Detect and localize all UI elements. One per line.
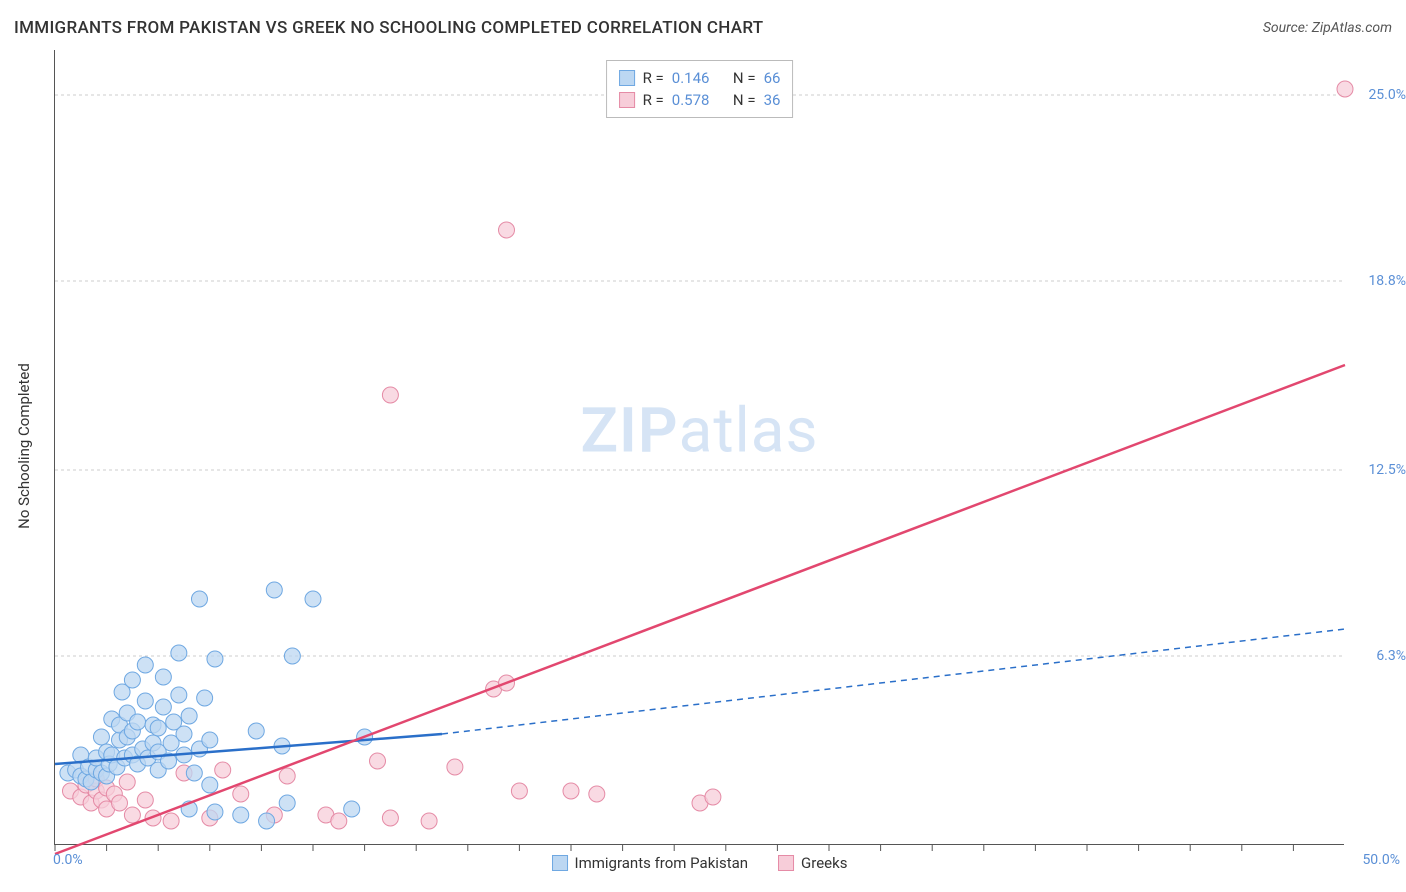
data-point — [171, 645, 187, 661]
data-point — [202, 732, 218, 748]
r-value-pink: 0.578 — [672, 89, 710, 111]
data-point — [382, 810, 398, 826]
swatch-pink — [619, 92, 635, 108]
source-name: ZipAtlas.com — [1312, 20, 1392, 36]
trend-line-blue-dash — [442, 629, 1345, 734]
trend-line-pink — [55, 365, 1345, 854]
n-value-blue: 66 — [764, 67, 781, 89]
data-point — [207, 804, 223, 820]
data-point — [305, 591, 321, 607]
data-point — [233, 807, 249, 823]
x-axis-max-label: 50.0% — [1362, 852, 1400, 868]
data-point — [181, 708, 197, 724]
data-point — [171, 687, 187, 703]
data-point — [130, 714, 146, 730]
data-point — [197, 690, 213, 706]
stats-row-blue: R = 0.146 N = 66 — [619, 67, 781, 89]
data-point — [705, 789, 721, 805]
legend-item-pink: Greeks — [778, 854, 847, 872]
x-axis-min-label: 0.0% — [53, 852, 83, 868]
data-point — [215, 762, 231, 778]
chart-svg — [55, 50, 1344, 844]
data-point — [202, 777, 218, 793]
chart-title: IMMIGRANTS FROM PAKISTAN VS GREEK NO SCH… — [14, 18, 763, 38]
n-prefix: N = — [733, 67, 756, 89]
data-point — [589, 786, 605, 802]
data-point — [1337, 81, 1353, 97]
data-point — [186, 765, 202, 781]
data-point — [207, 651, 223, 667]
data-point — [93, 729, 109, 745]
bottom-legend: Immigrants from Pakistan Greeks — [552, 854, 848, 872]
legend-label-blue: Immigrants from Pakistan — [575, 854, 749, 872]
data-point — [563, 783, 579, 799]
data-point — [266, 582, 282, 598]
data-point — [176, 726, 192, 742]
data-point — [511, 783, 527, 799]
data-point — [233, 786, 249, 802]
data-point — [421, 813, 437, 829]
source-attribution: Source: ZipAtlas.com — [1263, 20, 1392, 36]
data-point — [112, 795, 128, 811]
data-point — [137, 657, 153, 673]
data-point — [124, 672, 140, 688]
chart-header: IMMIGRANTS FROM PAKISTAN VS GREEK NO SCH… — [14, 18, 1392, 38]
data-point — [331, 813, 347, 829]
data-point — [137, 792, 153, 808]
n-value-pink: 36 — [764, 89, 781, 111]
data-point — [279, 795, 295, 811]
data-point — [499, 222, 515, 238]
r-prefix: R = — [643, 67, 664, 89]
legend-label-pink: Greeks — [801, 854, 847, 872]
data-point — [137, 693, 153, 709]
r-value-blue: 0.146 — [672, 67, 710, 89]
n-prefix-2: N = — [733, 89, 756, 111]
data-point — [248, 723, 264, 739]
data-point — [119, 774, 135, 790]
data-point — [155, 699, 171, 715]
y-axis-title: No Schooling Completed — [15, 363, 33, 529]
source-prefix: Source: — [1263, 20, 1312, 36]
y-tick-label: 18.8% — [1368, 273, 1406, 289]
stats-legend: R = 0.146 N = 66 R = 0.578 N = 36 — [606, 60, 794, 118]
y-tick-label: 12.5% — [1368, 462, 1406, 478]
r-prefix-2: R = — [643, 89, 664, 111]
swatch-blue-2 — [552, 855, 568, 871]
data-point — [150, 720, 166, 736]
data-point — [259, 813, 275, 829]
data-point — [155, 669, 171, 685]
y-tick-label: 25.0% — [1368, 87, 1406, 103]
data-point — [382, 387, 398, 403]
data-point — [284, 648, 300, 664]
data-point — [344, 801, 360, 817]
stats-row-pink: R = 0.578 N = 36 — [619, 89, 781, 111]
data-point — [447, 759, 463, 775]
swatch-blue — [619, 70, 635, 86]
data-point — [370, 753, 386, 769]
y-tick-label: 6.3% — [1376, 648, 1406, 664]
swatch-pink-2 — [778, 855, 794, 871]
plot-area: ZIPatlas R = 0.146 N = 66 R = 0.578 N = … — [54, 50, 1344, 845]
legend-item-blue: Immigrants from Pakistan — [552, 854, 749, 872]
data-point — [279, 768, 295, 784]
data-point — [191, 591, 207, 607]
data-point — [124, 807, 140, 823]
data-point — [163, 813, 179, 829]
